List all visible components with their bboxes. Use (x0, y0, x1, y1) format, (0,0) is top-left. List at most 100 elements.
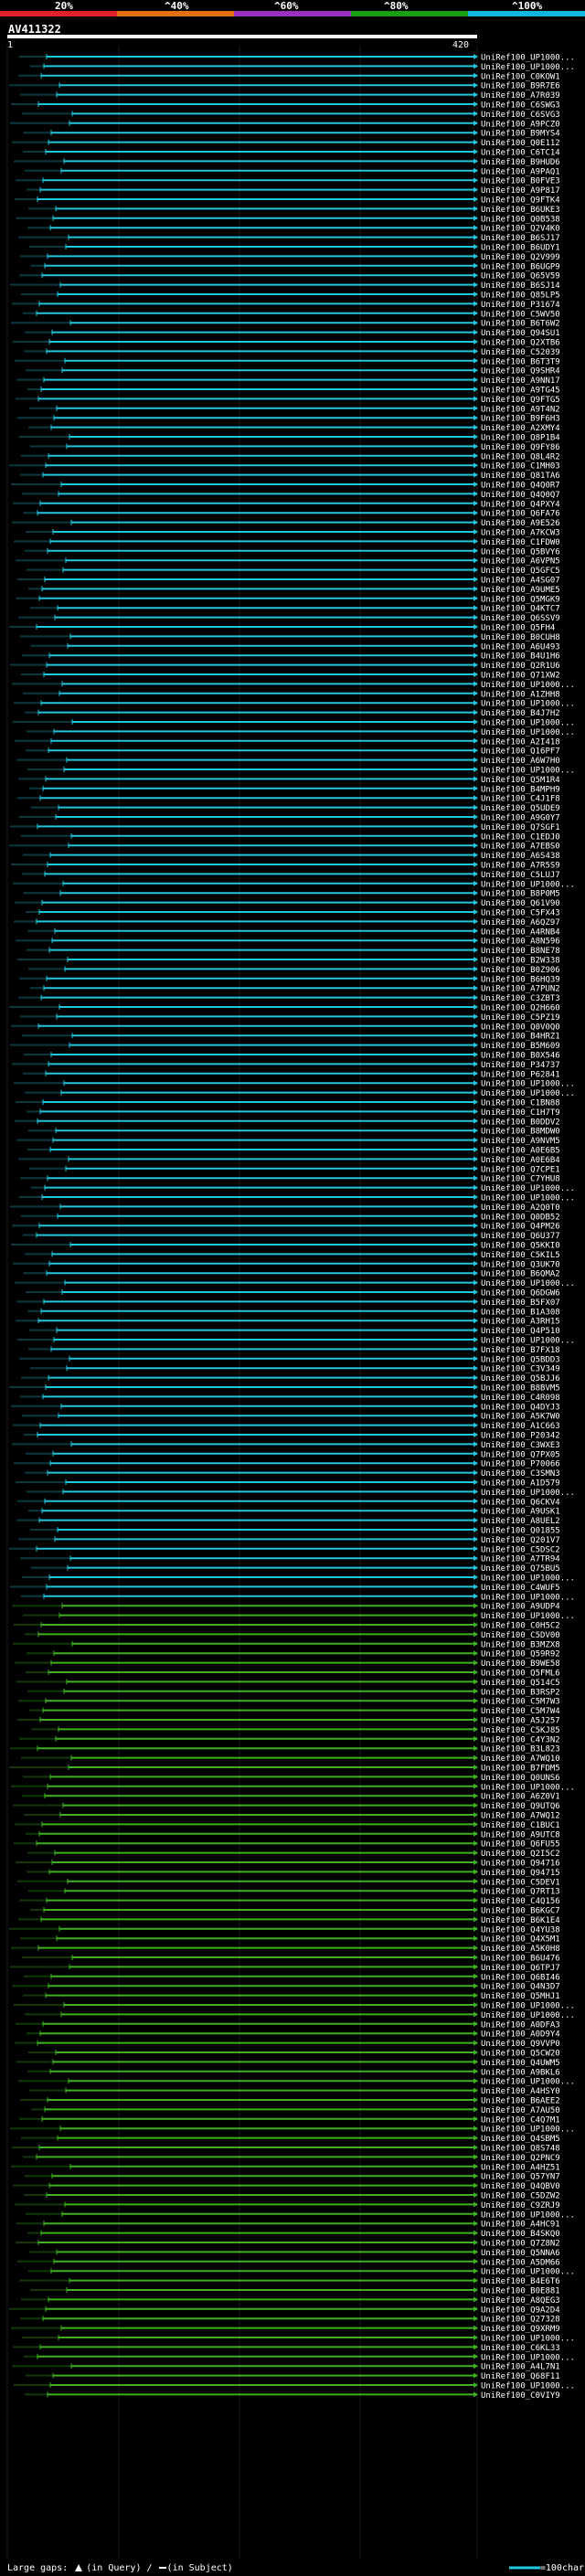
hit-label[interactable]: UniRef100_Q4QBV0 (481, 2182, 560, 2191)
hit-label[interactable]: UniRef100_A6U493 (481, 642, 560, 652)
hit-label[interactable]: UniRef100_Q59R92 (481, 1650, 560, 1659)
hit-label[interactable]: UniRef100_UP1000... (481, 1194, 575, 1203)
hit-row[interactable]: UniRef100_Q4N3D7 (12, 1983, 560, 1992)
hit-row[interactable]: UniRef100_A6U493 (31, 642, 560, 652)
hit-row[interactable]: UniRef100_A9PCZ0 (10, 120, 560, 129)
hit-row[interactable]: UniRef100_B3RSP2 (27, 1688, 560, 1697)
hit-label[interactable]: UniRef100_C1EDJ0 (481, 832, 560, 842)
hit-row[interactable]: UniRef100_Q65V59 (19, 272, 560, 281)
hit-row[interactable]: UniRef100_B6AEE2 (20, 2097, 560, 2106)
hit-label[interactable]: UniRef100_B8P0M5 (481, 890, 560, 899)
hit-row[interactable]: UniRef100_Q61V90 (15, 899, 560, 908)
hit-label[interactable]: UniRef100_Q514C5 (481, 1679, 560, 1688)
hit-row[interactable]: UniRef100_A7WQ10 (21, 1754, 560, 1764)
hit-label[interactable]: UniRef100_A9UTC8 (481, 1830, 560, 1839)
hit-row[interactable]: UniRef100_Q27328 (20, 2316, 560, 2325)
hit-row[interactable]: UniRef100_B9R7E6 (9, 82, 560, 91)
hit-row[interactable]: UniRef100_P62841 (23, 1070, 560, 1079)
hit-row[interactable]: UniRef100_A9E526 (12, 519, 560, 528)
hit-row[interactable]: UniRef100_B6UKE3 (28, 206, 560, 215)
hit-row[interactable]: UniRef100_A8N596 (16, 938, 560, 947)
hit-row[interactable]: UniRef100_B6SJ14 (10, 281, 560, 291)
hit-label[interactable]: UniRef100_C0KOW1 (481, 72, 560, 81)
hit-row[interactable]: UniRef100_Q6CKV4 (17, 1498, 560, 1507)
hit-row[interactable]: UniRef100_Q2R1U6 (10, 662, 560, 671)
hit-label[interactable]: UniRef100_B0DDV2 (481, 1118, 560, 1127)
hit-row[interactable]: UniRef100_A9UTC8 (26, 1830, 560, 1839)
hit-row[interactable]: UniRef100_A5K0H8 (11, 1945, 560, 1954)
hit-label[interactable]: UniRef100_A6W7H0 (481, 757, 560, 766)
hit-row[interactable]: UniRef100_B6T6W2 (11, 320, 560, 329)
hit-label[interactable]: UniRef100_C1FDW0 (481, 538, 560, 547)
hit-label[interactable]: UniRef100_C5KIL5 (481, 1251, 560, 1260)
hit-row[interactable]: UniRef100_Q6FU55 (14, 1840, 560, 1850)
hit-row[interactable]: UniRef100_Q4SBM5 (21, 2135, 560, 2144)
hit-row[interactable]: UniRef100_Q2XTB6 (13, 339, 560, 348)
hit-label[interactable]: UniRef100_B6UDY1 (481, 244, 560, 253)
hit-row[interactable]: UniRef100_C3ZBT3 (18, 994, 560, 1003)
hit-row[interactable]: UniRef100_UP1000... (14, 2382, 575, 2391)
hit-label[interactable]: UniRef100_B2W338 (481, 957, 560, 966)
hit-row[interactable]: UniRef100_Q5BJJ6 (21, 1374, 560, 1383)
hit-row[interactable]: UniRef100_Q68F11 (26, 2372, 560, 2381)
hit-row[interactable]: UniRef100_B4J7H2 (25, 709, 560, 718)
hit-label[interactable]: UniRef100_Q6BI46 (481, 1973, 560, 1982)
hit-row[interactable]: UniRef100_A1D579 (16, 1479, 560, 1489)
hit-label[interactable]: UniRef100_C4Y3N2 (481, 1735, 560, 1744)
hit-row[interactable]: UniRef100_Q4QBV0 (13, 2182, 560, 2191)
hit-label[interactable]: UniRef100_C5M7W3 (481, 1698, 560, 1707)
hit-row[interactable]: UniRef100_A4HC91 (16, 2221, 560, 2230)
hit-label[interactable]: UniRef100_B9MYS4 (481, 130, 560, 139)
hit-label[interactable]: UniRef100_UP1000... (481, 1279, 575, 1288)
hit-label[interactable]: UniRef100_C4Q156 (481, 1897, 560, 1906)
hit-row[interactable]: UniRef100_C0VIY9 (25, 2391, 560, 2401)
hit-label[interactable]: UniRef100_Q9FTG5 (481, 396, 560, 405)
hit-row[interactable]: UniRef100_A1ZHH8 (23, 690, 560, 699)
hit-label[interactable]: UniRef100_Q94716 (481, 1860, 560, 1869)
hit-row[interactable]: UniRef100_UP1000... (13, 719, 575, 728)
hit-label[interactable]: UniRef100_Q5MHJ1 (481, 1992, 560, 2001)
hit-label[interactable]: UniRef100_C5WV50 (481, 310, 560, 319)
hit-label[interactable]: UniRef100_UP1000... (481, 1783, 575, 1792)
hit-label[interactable]: UniRef100_B6QMA2 (481, 1270, 560, 1279)
hit-label[interactable]: UniRef100_A9UME5 (481, 586, 560, 595)
hit-label[interactable]: UniRef100_P34737 (481, 1061, 560, 1070)
hit-label[interactable]: UniRef100_UP1000... (481, 2002, 575, 2011)
hit-row[interactable]: UniRef100_A2Q0T0 (10, 1203, 560, 1213)
hit-row[interactable]: UniRef100_UP1000... (10, 2125, 575, 2135)
hit-label[interactable]: UniRef100_C1MH03 (481, 462, 560, 472)
hit-label[interactable]: UniRef100_C5M7W4 (481, 1707, 560, 1716)
hit-row[interactable]: UniRef100_UP1000... (22, 2335, 575, 2344)
hit-row[interactable]: UniRef100_Q4DYJ3 (11, 1403, 560, 1412)
hit-row[interactable]: UniRef100_C1BUC1 (15, 1821, 560, 1830)
hit-label[interactable]: UniRef100_B3RSP2 (481, 1688, 560, 1697)
hit-label[interactable]: UniRef100_UP1000... (481, 1184, 575, 1193)
hit-label[interactable]: UniRef100_UP1000... (481, 2210, 575, 2220)
hit-row[interactable]: UniRef100_C1MH03 (9, 462, 560, 472)
hit-label[interactable]: UniRef100_A6VPN5 (481, 557, 560, 567)
hit-row[interactable]: UniRef100_C5M7W4 (29, 1707, 560, 1716)
hit-row[interactable]: UniRef100_Q4P510 (29, 1327, 560, 1336)
hit-row[interactable]: UniRef100_A9T4N2 (29, 405, 560, 414)
hit-label[interactable]: UniRef100_C1H7T9 (481, 1108, 560, 1118)
hit-row[interactable]: UniRef100_UP1000... (22, 1574, 575, 1584)
hit-row[interactable]: UniRef100_A9UME5 (28, 586, 560, 595)
hit-label[interactable]: UniRef100_Q4P510 (481, 1327, 560, 1336)
hit-label[interactable]: UniRef100_UP1000... (481, 719, 575, 728)
hit-label[interactable]: UniRef100_C5PZ19 (481, 1013, 560, 1023)
hit-label[interactable]: UniRef100_A6S438 (481, 852, 560, 861)
hit-label[interactable]: UniRef100_Q9XRM9 (481, 2325, 560, 2334)
hit-row[interactable]: UniRef100_C5PZ19 (20, 1013, 560, 1023)
hit-row[interactable]: UniRef100_B1A308 (27, 1308, 560, 1317)
hit-label[interactable]: UniRef100_A9USK1 (481, 1508, 560, 1517)
hit-label[interactable]: UniRef100_A4RNB4 (481, 928, 560, 937)
hit-label[interactable]: UniRef100_P31674 (481, 301, 560, 310)
hit-label[interactable]: UniRef100_B5FX07 (481, 1299, 560, 1308)
hit-row[interactable]: UniRef100_C5M7W3 (18, 1698, 560, 1707)
hit-label[interactable]: UniRef100_C5DSC2 (481, 1545, 560, 1554)
hit-row[interactable]: UniRef100_C4J1F8 (17, 795, 560, 804)
hit-row[interactable]: UniRef100_A6QZ97 (14, 918, 560, 928)
hit-label[interactable]: UniRef100_A0E6B4 (481, 1156, 560, 1165)
hit-row[interactable]: UniRef100_C5WV50 (23, 310, 560, 319)
hit-label[interactable]: UniRef100_Q5GFC5 (481, 567, 560, 576)
